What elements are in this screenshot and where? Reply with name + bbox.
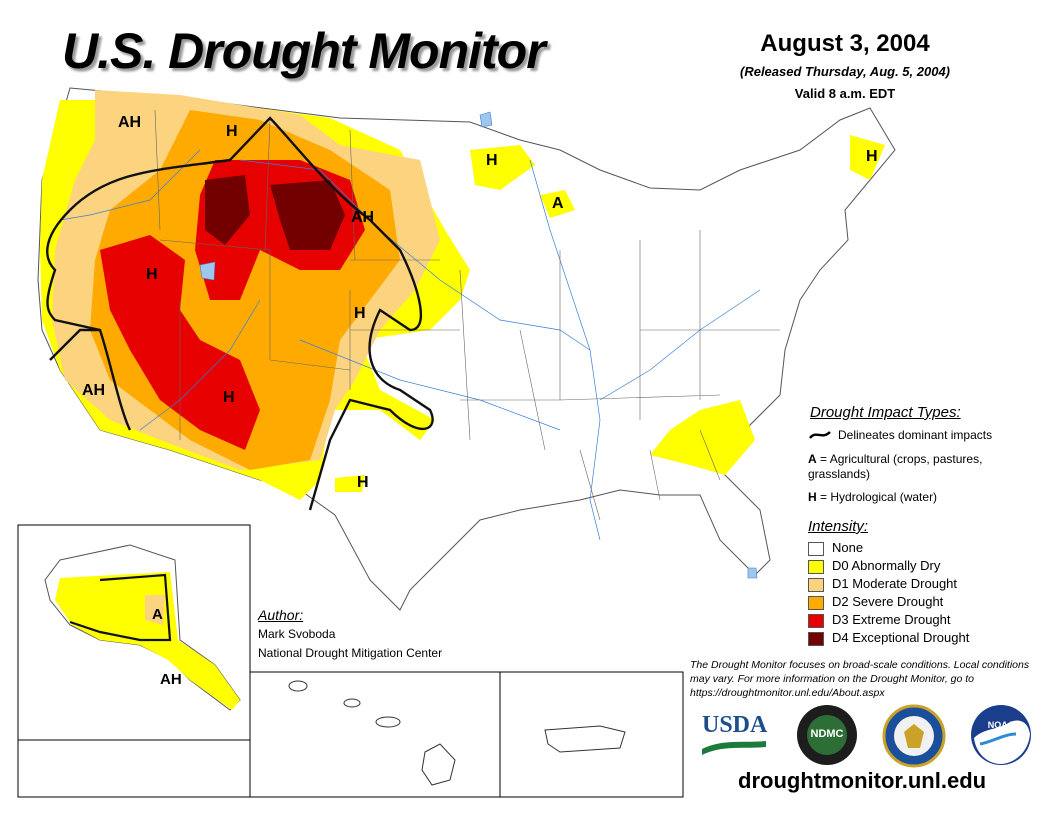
label-ah-alaska: AH xyxy=(160,671,182,688)
intensity-d3-label: D3 Extreme Drought xyxy=(832,612,951,627)
label-h-minnesota: H xyxy=(486,152,498,169)
puerto-rico xyxy=(544,725,626,753)
label-h-texas: H xyxy=(357,474,369,491)
ndmc-seal-icon xyxy=(797,705,857,765)
red-lake xyxy=(479,111,493,128)
intensity-d2-label: D2 Severe Drought xyxy=(832,594,944,609)
d0-wisconsin xyxy=(540,190,575,218)
swatch-d2 xyxy=(808,595,824,610)
impact-legend-heading: Drought Impact Types: xyxy=(810,404,961,421)
island-hawaii xyxy=(421,743,456,786)
impact-lines xyxy=(46,116,434,511)
impact-line-north xyxy=(69,116,434,511)
commerce-seal xyxy=(882,704,946,773)
d0-maine xyxy=(850,135,885,180)
intensity-d4-label: D4 Exceptional Drought xyxy=(832,630,970,645)
intensity-d3: D3 Extreme Drought xyxy=(808,612,951,628)
intensity-none-label: None xyxy=(832,540,864,555)
swatch-d1 xyxy=(808,577,824,592)
hydrological-key: H xyxy=(808,490,817,504)
noaa-bird-icon xyxy=(971,705,1031,765)
d0-minnesota xyxy=(470,145,535,190)
author-organization: National Drought Mitigation Center xyxy=(258,646,443,660)
d4-wyoming-east xyxy=(270,180,345,250)
usda-logo: USDA xyxy=(702,712,768,758)
lakes xyxy=(199,111,758,579)
impact-line-west xyxy=(46,209,132,431)
swatch-d4 xyxy=(808,631,824,646)
valid-time: Valid 8 a.m. EDT xyxy=(794,86,896,101)
intensity-legend-heading: Intensity: xyxy=(808,518,869,535)
noaa-logo-text: NOAA xyxy=(987,720,1015,730)
impact-line-label: Delineates dominant impacts xyxy=(838,428,993,442)
hydrological-legend: H = Hydrological (water) xyxy=(808,490,937,504)
swatch-d0 xyxy=(808,559,824,574)
map-title: U.S. Drought Monitor xyxy=(62,23,546,79)
intensity-d0-label: D0 Abnormally Dry xyxy=(832,558,941,573)
agricultural-key: A xyxy=(808,452,817,466)
intensity-d2: D2 Severe Drought xyxy=(808,594,943,610)
website-link[interactable]: droughtmonitor.unl.edu xyxy=(738,768,987,793)
author-name: Mark Svoboda xyxy=(258,627,336,641)
island-kauai xyxy=(288,680,308,692)
puerto-rico-inset-frame xyxy=(499,671,684,798)
ndmc-logo: NDMC xyxy=(796,704,858,771)
label-a-wisconsin: A xyxy=(552,195,564,212)
label-a-alaska: A xyxy=(152,606,163,623)
intensity-d0: D0 Abnormally Dry xyxy=(808,558,940,574)
author-heading: Author: xyxy=(258,607,304,623)
hawaii-islands xyxy=(288,680,456,786)
label-ah-california: AH xyxy=(82,382,105,399)
intensity-d1: D1 Moderate Drought xyxy=(808,576,957,592)
label-h-arizona: H xyxy=(223,389,235,406)
label-h-montana: H xyxy=(226,123,238,140)
d4-areas xyxy=(205,175,345,250)
intensity-none: None xyxy=(808,540,863,556)
disclaimer-text: The Drought Monitor focuses on broad-sca… xyxy=(690,659,1030,699)
island-maui xyxy=(375,716,401,728)
swatch-none xyxy=(808,541,824,556)
island-oahu xyxy=(343,698,361,708)
label-ah-northwest: AH xyxy=(118,114,141,131)
impact-line-swatch xyxy=(809,431,831,439)
d4-wyoming xyxy=(205,175,250,245)
agricultural-legend: A = Agricultural (crops, pastures, grass… xyxy=(808,452,1028,482)
d0-southeast xyxy=(650,400,755,475)
hydrological-desc: = Hydrological (water) xyxy=(820,490,938,504)
usda-swoosh-icon xyxy=(702,741,766,755)
label-ah-nebraska: AH xyxy=(351,209,374,226)
release-date: (Released Thursday, Aug. 5, 2004) xyxy=(740,64,950,79)
great-salt-lake xyxy=(199,261,216,281)
usda-logo-text: USDA xyxy=(702,712,768,738)
label-h-colorado: H xyxy=(354,305,366,322)
colorado-river xyxy=(139,299,261,431)
ohio-river xyxy=(599,289,761,401)
noaa-logo: NOAA xyxy=(970,704,1032,771)
map-date: August 3, 2004 xyxy=(760,30,930,57)
impact-line-ca xyxy=(49,328,100,361)
intensity-d4: D4 Exceptional Drought xyxy=(808,630,969,646)
alaska-d1 xyxy=(145,595,165,625)
columbia-river xyxy=(59,149,201,221)
department-commerce-seal-icon xyxy=(882,704,946,768)
swatch-d3 xyxy=(808,613,824,628)
alaska-inset-frame xyxy=(17,524,251,798)
hawaii-inset-frame xyxy=(249,671,501,798)
intensity-d1-label: D1 Moderate Drought xyxy=(832,576,958,591)
alaska-impact-line xyxy=(69,573,172,642)
lake-okeechobee xyxy=(747,567,758,579)
label-h-nevada: H xyxy=(146,266,158,283)
d0-texas xyxy=(335,475,365,492)
agricultural-desc: = Agricultural (crops, pastures, grassla… xyxy=(808,452,983,481)
label-h-maine: H xyxy=(866,148,878,165)
ndmc-logo-text: NDMC xyxy=(810,728,844,740)
